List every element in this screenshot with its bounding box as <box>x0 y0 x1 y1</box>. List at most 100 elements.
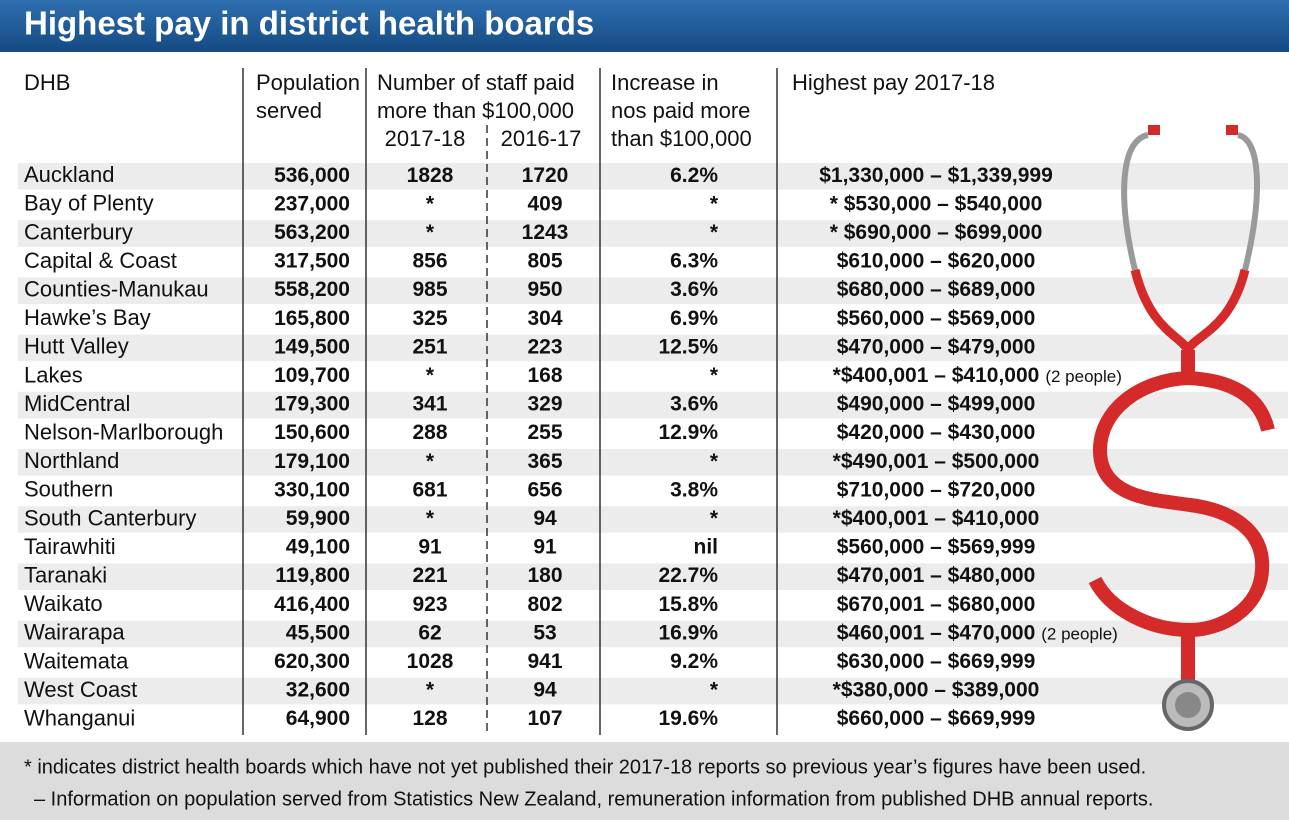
title: Highest pay in district health boards <box>24 5 594 42</box>
title-bar <box>0 0 1289 52</box>
highest-pay: $560,000 – $569,999 <box>837 536 1036 559</box>
footnote: * indicates district health boards which… <box>24 756 1146 778</box>
population: 119,800 <box>275 564 350 587</box>
highest-pay: $490,000 – $499,000 <box>837 393 1036 416</box>
staff-2017-18: 325 <box>412 307 447 330</box>
row-stripe <box>18 563 1288 590</box>
staff-2016-17: 255 <box>527 421 562 444</box>
staff-2016-17: 94 <box>533 679 557 702</box>
footer-panel <box>0 742 1289 820</box>
row-stripe <box>18 220 1288 247</box>
population: 179,100 <box>274 450 350 473</box>
dhb-name: Nelson-Marlborough <box>24 420 223 445</box>
increase: 12.9% <box>658 421 718 444</box>
staff-2016-17: 94 <box>533 507 557 530</box>
dhb-name: Canterbury <box>24 219 133 244</box>
population: 45,500 <box>286 621 350 644</box>
staff-2016-17: 107 <box>527 707 562 730</box>
population: 150,600 <box>274 421 350 444</box>
population: 558,200 <box>274 278 350 301</box>
column-header: Number of staff paid <box>377 70 575 95</box>
increase: 19.6% <box>658 707 718 730</box>
population: 416,400 <box>274 593 350 616</box>
dhb-name: Hutt Valley <box>24 334 129 359</box>
staff-2017-18: 91 <box>418 536 442 559</box>
population: 179,300 <box>274 393 350 416</box>
staff-2016-17: 53 <box>533 621 556 644</box>
dhb-name: Tairawhiti <box>24 534 116 559</box>
column-header: served <box>256 98 322 123</box>
staff-2016-17: 941 <box>527 650 562 673</box>
increase: 3.6% <box>670 278 718 301</box>
staff-2017-18: 1028 <box>407 650 454 673</box>
staff-2016-17: 91 <box>533 536 557 559</box>
population: 237,000 <box>274 192 350 215</box>
dhb-name: Lakes <box>24 362 83 387</box>
dhb-name: Auckland <box>24 162 115 187</box>
highest-pay: $470,000 – $479,000 <box>837 335 1036 358</box>
staff-2016-17: 950 <box>527 278 562 301</box>
staff-2017-18: 251 <box>412 335 447 358</box>
row-stripe <box>18 506 1288 533</box>
row-stripe <box>18 449 1288 476</box>
staff-2017-18: 1828 <box>407 164 454 187</box>
dhb-name: Bay of Plenty <box>24 191 154 216</box>
population: 59,900 <box>286 507 350 530</box>
highest-pay: * $530,000 – $540,000 <box>830 192 1043 215</box>
staff-2017-18: 923 <box>412 593 447 616</box>
row-stripe <box>18 391 1288 419</box>
increase: * <box>710 679 719 702</box>
staff-2017-18: * <box>426 192 435 215</box>
staff-2017-18: * <box>426 364 435 387</box>
column-header: more than $100,000 <box>377 98 574 123</box>
population: 330,100 <box>274 478 350 501</box>
column-header: 2017-18 <box>385 126 466 151</box>
staff-2017-18: 341 <box>412 393 447 416</box>
staff-2017-18: * <box>426 679 435 702</box>
staff-2017-18: * <box>426 221 435 244</box>
row-stripe <box>18 677 1288 705</box>
population: 620,300 <box>274 650 350 673</box>
highest-pay: *$400,001 – $410,000 <box>833 364 1040 387</box>
highest-pay: *$380,000 – $389,000 <box>833 679 1040 702</box>
increase: * <box>710 507 719 530</box>
staff-2016-17: 802 <box>527 593 562 616</box>
increase: * <box>710 364 719 387</box>
dhb-name: South Canterbury <box>24 505 196 530</box>
population: 165,800 <box>274 307 350 330</box>
staff-2017-18: * <box>426 507 435 530</box>
staff-2016-17: 805 <box>527 250 562 273</box>
row-stripe <box>18 620 1288 648</box>
dhb-name: Taranaki <box>24 563 107 588</box>
population: 49,100 <box>286 536 350 559</box>
highest-pay: $1,330,000 – $1,339,999 <box>819 164 1053 187</box>
dhb-name: Wairarapa <box>24 620 125 645</box>
population: 563,200 <box>274 221 350 244</box>
staff-2016-17: 329 <box>527 393 562 416</box>
population: 536,000 <box>274 164 350 187</box>
column-header: Population <box>256 70 360 95</box>
population: 32,600 <box>286 679 350 702</box>
dhb-name: MidCentral <box>24 391 130 416</box>
staff-2016-17: 180 <box>527 564 562 587</box>
pay-note: (2 people) <box>1045 367 1122 386</box>
highest-pay: $660,000 – $669,999 <box>837 707 1036 730</box>
staff-2016-17: 409 <box>527 192 562 215</box>
population: 149,500 <box>274 335 350 358</box>
increase: 6.2% <box>670 164 718 187</box>
population: 109,700 <box>274 364 350 387</box>
increase: 9.2% <box>670 650 718 673</box>
dhb-name: Counties-Manukau <box>24 277 209 302</box>
staff-2017-18: 62 <box>418 621 441 644</box>
highest-pay: $460,001 – $470,000 <box>837 621 1036 644</box>
row-stripe <box>18 277 1288 304</box>
population: 64,900 <box>286 707 350 730</box>
footnote: – Information on population served from … <box>34 788 1153 810</box>
staff-2016-17: 656 <box>527 478 562 501</box>
staff-2017-18: 128 <box>412 707 447 730</box>
column-header: 2016-17 <box>501 126 582 151</box>
staff-2017-18: 221 <box>412 564 447 587</box>
highest-pay: * $690,000 – $699,000 <box>830 221 1043 244</box>
staff-2016-17: 223 <box>527 335 562 358</box>
